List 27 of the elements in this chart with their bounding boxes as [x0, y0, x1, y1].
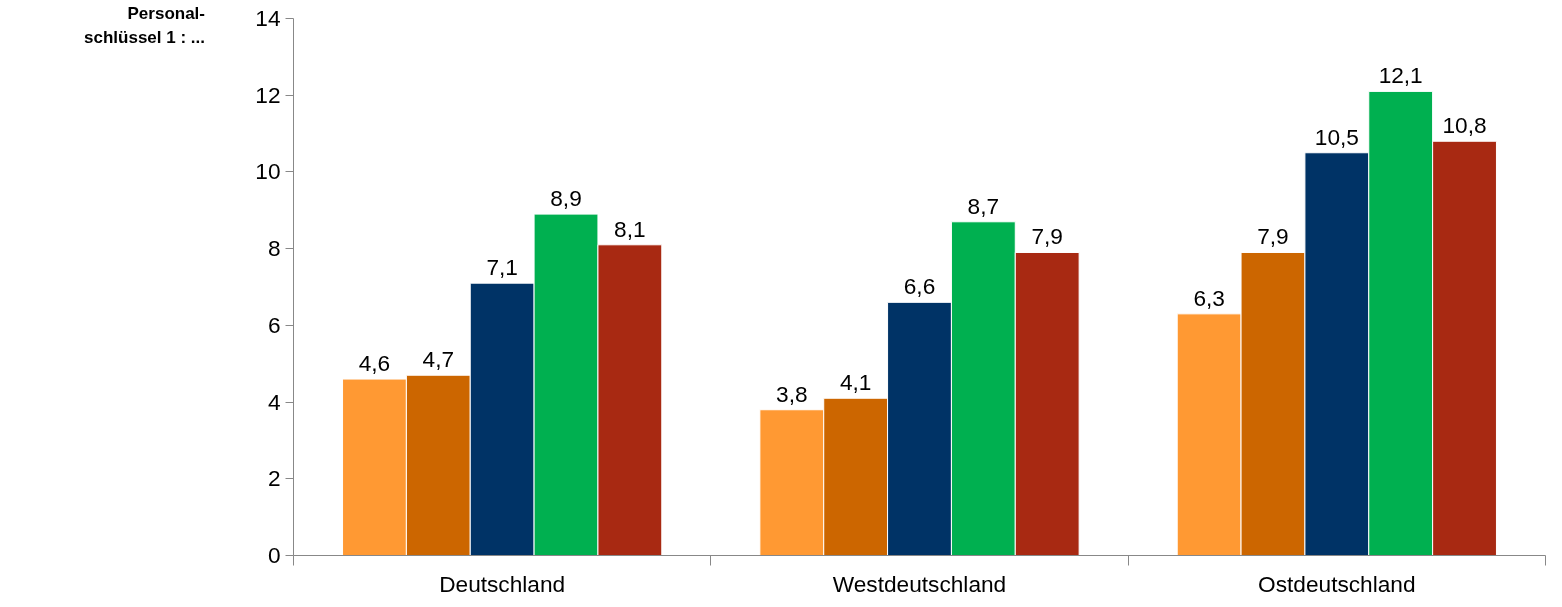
y-tick-label: 4 — [267, 388, 281, 415]
data-label: 7,9 — [1031, 223, 1063, 250]
data-label: 6,3 — [1193, 284, 1225, 311]
x-tick-label: Westdeutschland — [832, 570, 1007, 597]
data-label: 4,6 — [358, 350, 391, 377]
data-label: 3,8 — [776, 380, 808, 407]
data-label: 12,1 — [1378, 62, 1423, 89]
data-label: 8,7 — [967, 192, 1000, 219]
data-label: 8,1 — [614, 215, 646, 242]
y-tick-label: 14 — [255, 5, 281, 31]
y-tick-label: 2 — [267, 465, 281, 492]
y-tick-label: 8 — [267, 235, 281, 262]
data-label: 8,9 — [550, 185, 582, 212]
data-label: 6,6 — [903, 273, 936, 300]
y-tick-label: 10 — [255, 158, 281, 185]
y-axis-title: Personal- schlüssel 1 : ... — [83, 3, 205, 49]
data-label: 10,8 — [1442, 112, 1487, 139]
data-label: 7,9 — [1257, 223, 1289, 250]
y-tick-label: 12 — [255, 81, 281, 108]
y-tick-label: 6 — [267, 311, 281, 338]
x-tick-label: Deutschland — [439, 570, 566, 597]
data-label: 4,1 — [839, 369, 872, 396]
data-label: 4,7 — [422, 346, 455, 373]
data-label: 10,5 — [1314, 123, 1359, 150]
x-tick-label: Ostdeutschland — [1258, 570, 1416, 597]
data-label: 7,1 — [486, 254, 518, 281]
y-tick-label: 0 — [267, 542, 281, 568]
